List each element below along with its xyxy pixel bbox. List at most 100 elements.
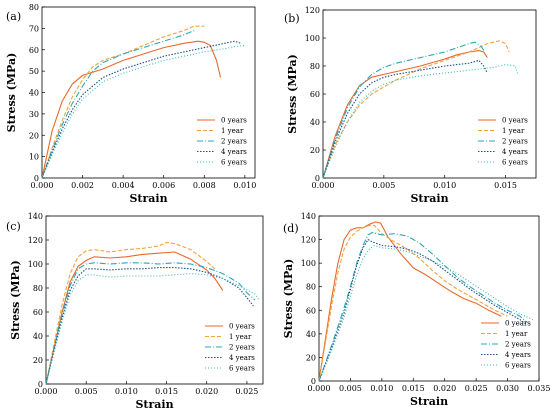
legend-label: 1 year: [505, 330, 528, 338]
x-axis-label: Strain: [410, 395, 448, 408]
x-tick-label: 0.005: [75, 387, 98, 396]
chart-panel-4: (d) 0.000 0.005 0.010 0.015 0.020 0.025 0.030 0.…: [282, 212, 550, 408]
x-tick-label: 0.000: [308, 384, 331, 393]
y-tick-label: 0: [34, 174, 39, 183]
x-tick-label: 0.008: [193, 181, 216, 190]
legend-label: 0 years: [505, 320, 531, 328]
series-line-2-years: [322, 41, 486, 179]
y-tick-label: 40: [306, 330, 316, 339]
y-tick-label: 60: [310, 90, 320, 99]
x-tick-label: 0.000: [31, 181, 54, 190]
series-line-2-years: [45, 262, 256, 385]
series-line-1-year: [318, 224, 508, 382]
y-tick-label: 100: [305, 34, 320, 43]
legend-label: 1 year: [502, 127, 525, 135]
x-tick-label: 0.020: [433, 384, 456, 393]
series-line-6-years: [322, 64, 519, 179]
x-tick-label: 0.035: [528, 384, 550, 393]
y-tick-label: 140: [301, 212, 316, 221]
legend-label: 2 years: [221, 138, 247, 146]
x-tick-label: 0.015: [155, 387, 178, 396]
series-line-4-years: [322, 59, 488, 179]
y-tick-label: 120: [301, 236, 316, 245]
y-tick-label: 100: [28, 260, 43, 269]
x-tick-label: 0.010: [433, 181, 456, 190]
x-tick-label: 0.002: [71, 181, 94, 190]
series-line-0-years: [322, 50, 488, 179]
legend-label: 6 years: [502, 159, 528, 167]
chart-panel-2: (b) 0.000 0.005 0.010 0.015 0 20 40 60 80 100 120 St…: [284, 6, 537, 205]
y-tick-label: 0: [311, 377, 316, 386]
legend-label: 0 years: [221, 117, 247, 125]
y-tick-label: 40: [310, 118, 320, 127]
series-line-0-years: [45, 251, 224, 385]
y-tick-label: 20: [33, 356, 43, 365]
series-line-4-years: [41, 40, 241, 179]
series-line-6-years: [41, 44, 245, 179]
legend-label: 0 years: [229, 323, 255, 331]
legend-label: 1 year: [229, 333, 252, 341]
x-axis-label: Strain: [135, 398, 173, 411]
y-tick-label: 0: [38, 380, 43, 389]
x-tick-label: 0.010: [233, 181, 256, 190]
x-tick-label: 0.020: [195, 387, 218, 396]
legend-label: 1 year: [221, 127, 244, 135]
y-tick-label: 10: [29, 153, 39, 162]
y-tick-label: 20: [310, 146, 320, 155]
y-tick-label: 140: [28, 212, 43, 221]
y-tick-label: 100: [301, 259, 316, 268]
x-tick-label: 0.015: [494, 181, 517, 190]
plot-frame: [318, 215, 540, 382]
x-tick-label: 0.006: [152, 181, 175, 190]
y-axis-label: Stress (MPa): [9, 260, 22, 340]
x-tick-label: 0.000: [312, 181, 335, 190]
legend-label: 6 years: [221, 159, 247, 167]
x-tick-label: 0.025: [465, 384, 488, 393]
y-tick-label: 0: [315, 174, 320, 183]
y-tick-label: 80: [33, 284, 43, 293]
y-tick-label: 40: [33, 332, 43, 341]
plot-frame: [45, 215, 264, 385]
legend-label: 6 years: [229, 365, 255, 373]
x-axis-label: Strain: [129, 192, 167, 205]
series-line-6-years: [45, 273, 260, 385]
series-line-2-years: [318, 231, 527, 382]
y-tick-label: 120: [305, 6, 320, 15]
y-tick-label: 80: [29, 3, 39, 12]
y-axis-label: Stress (MPa): [282, 259, 295, 339]
panel-label: (d): [283, 222, 299, 235]
series-line-0-years: [41, 40, 222, 179]
series-line-0-years: [318, 221, 502, 382]
legend-label: 0 years: [502, 117, 528, 125]
series-line-4-years: [318, 238, 527, 382]
y-tick-label: 70: [29, 24, 39, 33]
x-tick-label: 0.005: [372, 181, 395, 190]
y-tick-label: 40: [29, 89, 39, 98]
y-tick-label: 80: [306, 283, 316, 292]
legend-label: 4 years: [505, 351, 531, 359]
y-axis-label: Stress (MPa): [286, 54, 299, 134]
legend-label: 2 years: [229, 344, 255, 352]
x-tick-label: 0.000: [35, 387, 58, 396]
panel-label: (c): [6, 220, 21, 233]
panel-label: (a): [6, 10, 21, 23]
x-tick-label: 0.005: [339, 384, 362, 393]
y-tick-label: 120: [28, 236, 43, 245]
y-tick-label: 60: [29, 46, 39, 55]
series-line-6-years: [318, 244, 533, 382]
x-tick-label: 0.010: [370, 384, 393, 393]
y-tick-label: 50: [29, 67, 39, 76]
x-tick-label: 0.030: [496, 384, 519, 393]
chart-panel-3: (c) 0.000 0.005 0.010 0.015 0.020 0.025 0 20 40 60…: [6, 212, 264, 411]
y-tick-label: 20: [29, 131, 39, 140]
legend-label: 6 years: [505, 362, 531, 370]
y-tick-label: 80: [310, 62, 320, 71]
x-tick-label: 0.015: [402, 384, 425, 393]
y-tick-label: 20: [306, 353, 316, 362]
x-tick-label: 0.010: [115, 387, 138, 396]
series-line-4-years: [45, 267, 254, 385]
series-line-1-year: [41, 25, 205, 179]
x-tick-label: 0.025: [235, 387, 258, 396]
chart-panel-1: (a) 0.000 0.002 0.004 0.006 0.008 0.010 0 10 20 30…: [5, 3, 256, 205]
